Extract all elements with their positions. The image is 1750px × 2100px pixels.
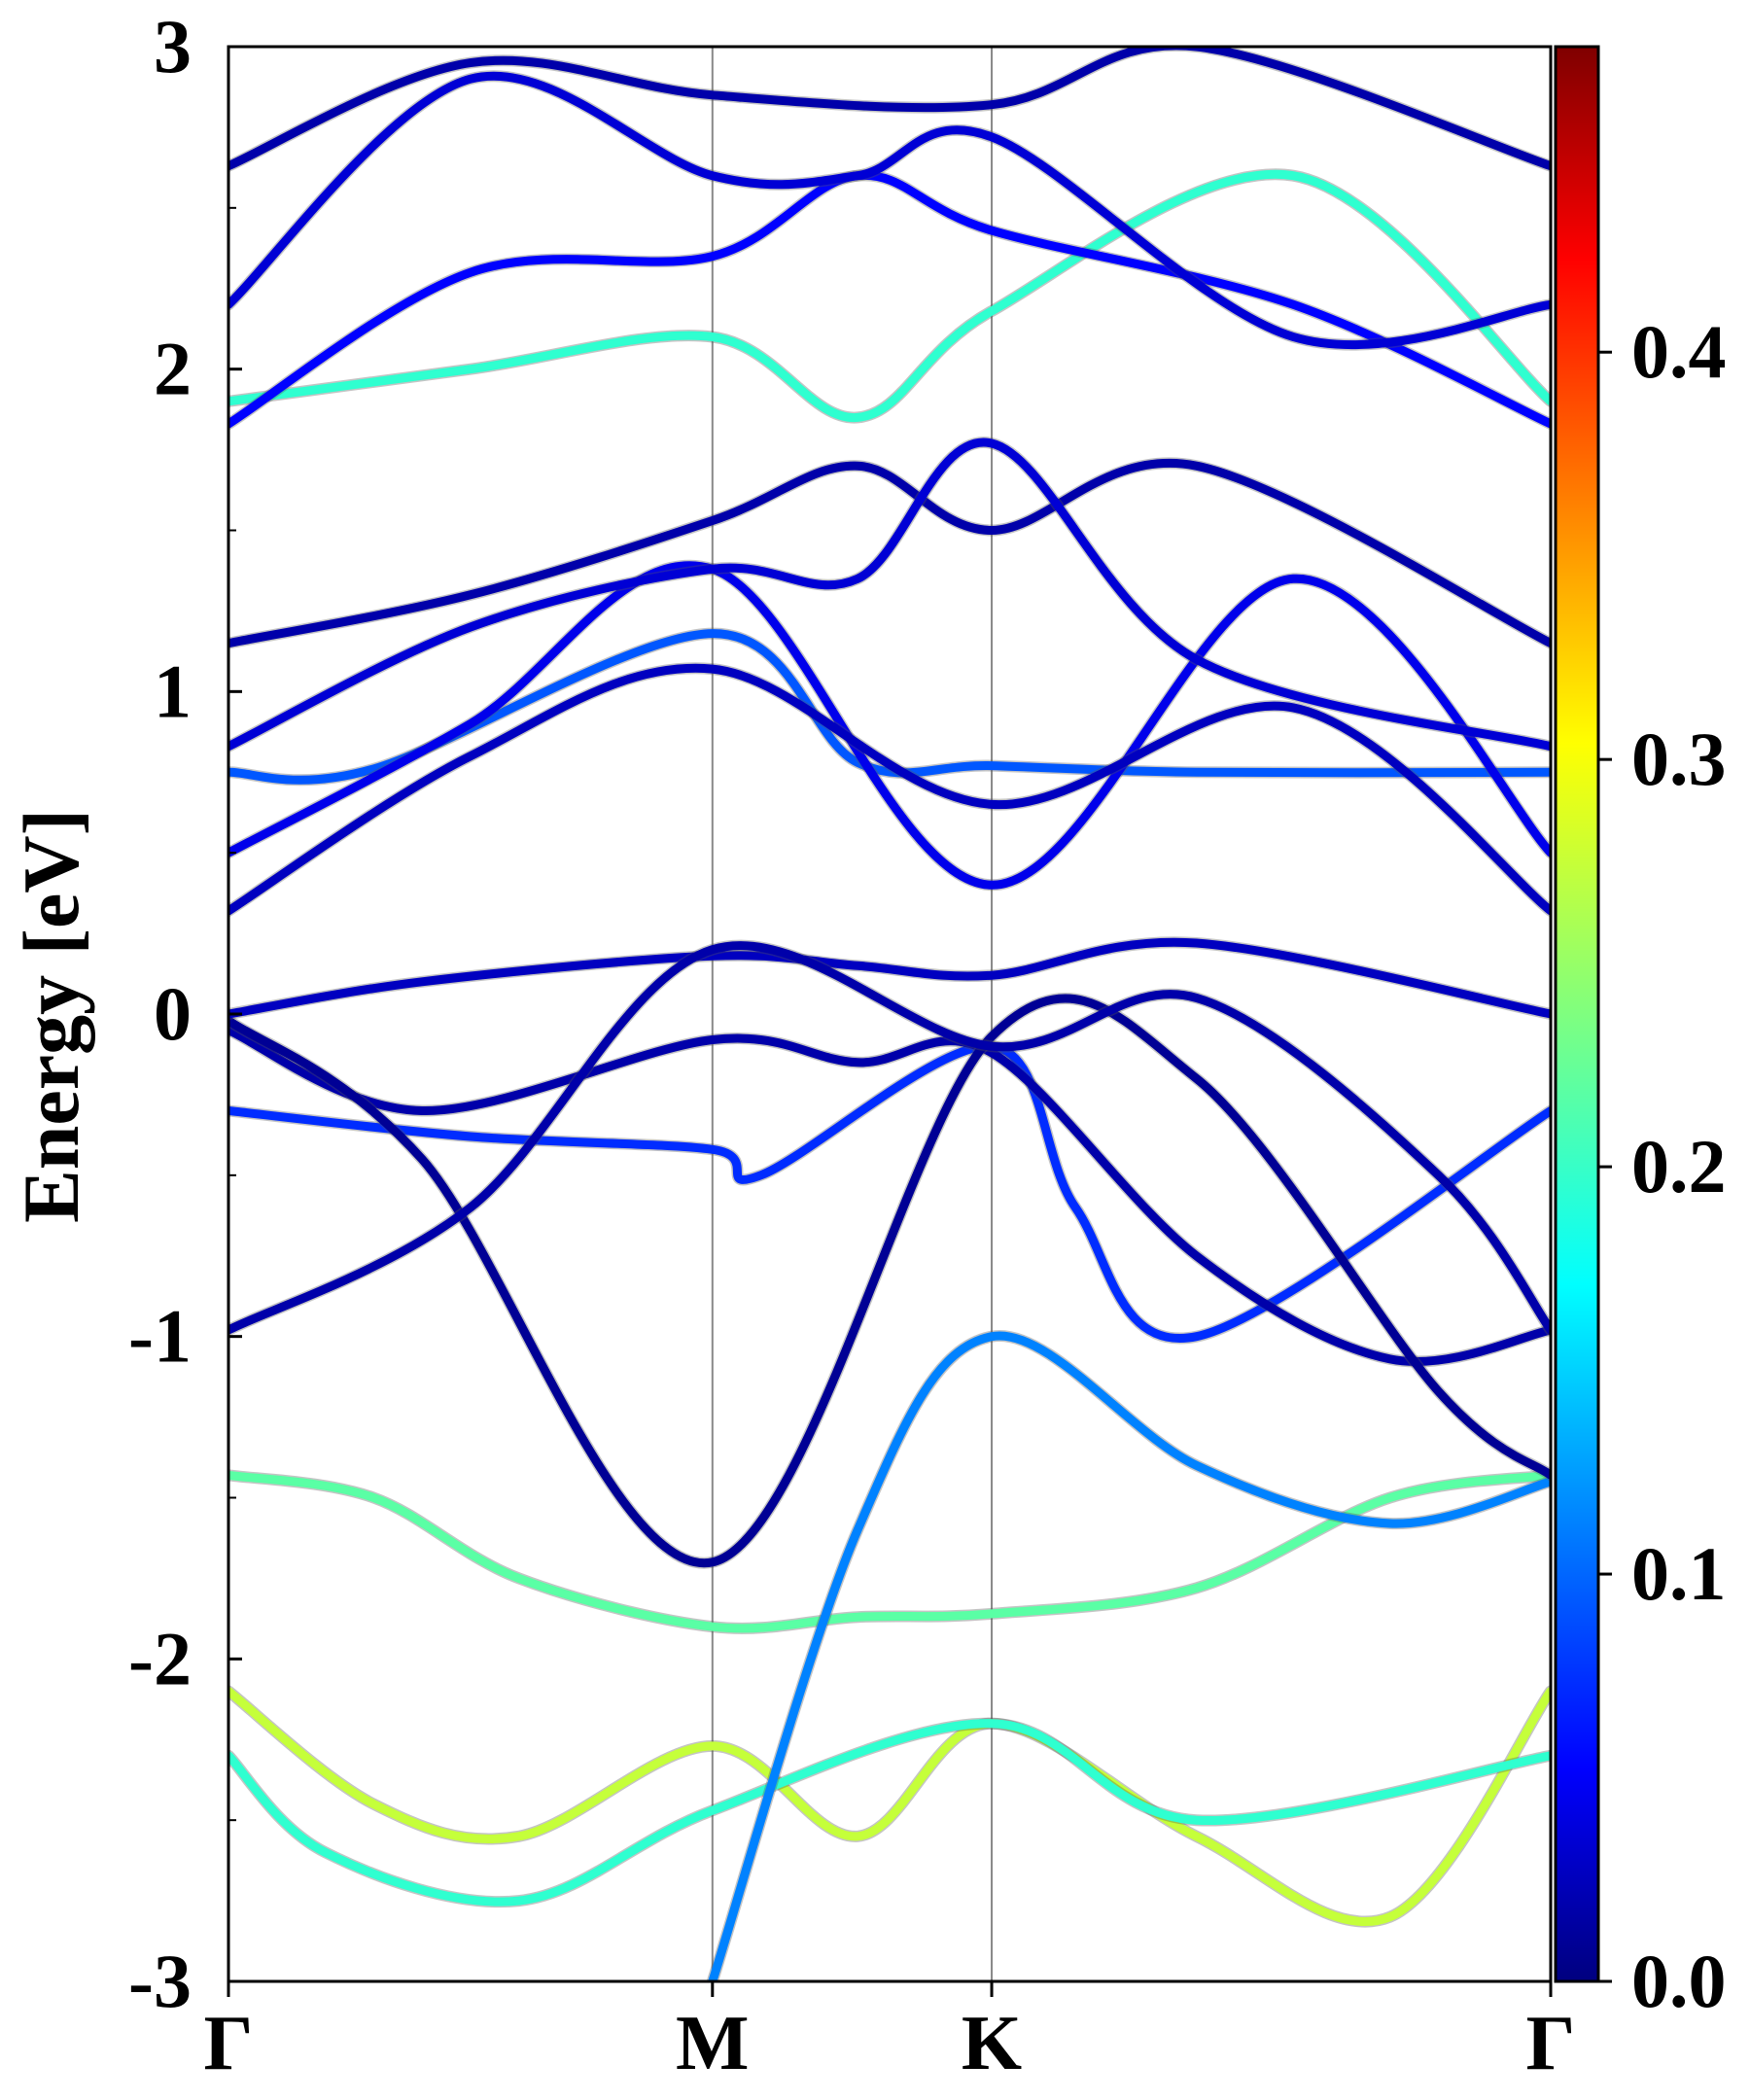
y-tick-label: 0 <box>154 971 192 1056</box>
band-line-4-color <box>708 1331 1551 1981</box>
colorbar-tick-label: 0.0 <box>1631 1939 1727 2023</box>
y-axis-title: Energy [eV] <box>7 809 95 1223</box>
band-line-1-color <box>228 1470 1551 1633</box>
band-line-5-color <box>228 1041 1551 1343</box>
colorbar-ticks: 0.0 0.1 0.2 0.3 0.4 <box>1598 309 1727 2023</box>
plot-area <box>227 45 1553 1983</box>
band-line-7-color <box>228 994 1551 1568</box>
colorbar-tick-label: 0.3 <box>1631 717 1727 801</box>
colorbar-tick-label: 0.2 <box>1631 1124 1727 1208</box>
colorbar-tick-label: 0.4 <box>1631 309 1727 394</box>
y-tick-label: 3 <box>154 4 192 88</box>
band-line-13-color <box>228 458 1551 648</box>
band-line-2-color <box>228 1687 1551 1927</box>
x-tick-label: K <box>962 2001 1022 2086</box>
colorbar-gradient <box>1554 45 1600 1983</box>
band-line-17-color <box>228 71 1551 349</box>
band-line-18-color <box>228 47 1551 171</box>
y-tick-label: -1 <box>128 1294 192 1379</box>
band-line-15-color <box>228 169 1551 422</box>
plot-background <box>228 47 1551 1981</box>
colorbar: 0.0 0.1 0.2 0.3 0.4 <box>1554 45 1727 2023</box>
x-tick-label: Γ <box>1526 2001 1576 2086</box>
band-line-3-color <box>228 1719 1551 1907</box>
bands-group <box>228 47 1551 1981</box>
y-axis: -3 -2 -1 0 1 2 3 <box>128 4 242 2023</box>
band-line-11-color <box>228 561 1551 890</box>
y-tick-label: -2 <box>128 1616 192 1700</box>
y-tick-label: 2 <box>154 327 192 411</box>
band-line-14-color <box>228 438 1551 752</box>
high-symmetry-lines <box>711 47 994 1981</box>
band-line-6-color <box>228 1026 1551 1367</box>
band-line-9-color <box>228 941 1551 1335</box>
band-line-12-color <box>228 663 1551 916</box>
y-tick-label: -3 <box>128 1939 192 2023</box>
band-line-8-color <box>228 937 1551 1019</box>
x-tick-label: M <box>676 2001 750 2086</box>
y-tick-label: 1 <box>154 648 192 733</box>
colorbar-tick-label: 0.1 <box>1631 1531 1727 1616</box>
x-tick-label: Γ <box>204 2001 254 2086</box>
